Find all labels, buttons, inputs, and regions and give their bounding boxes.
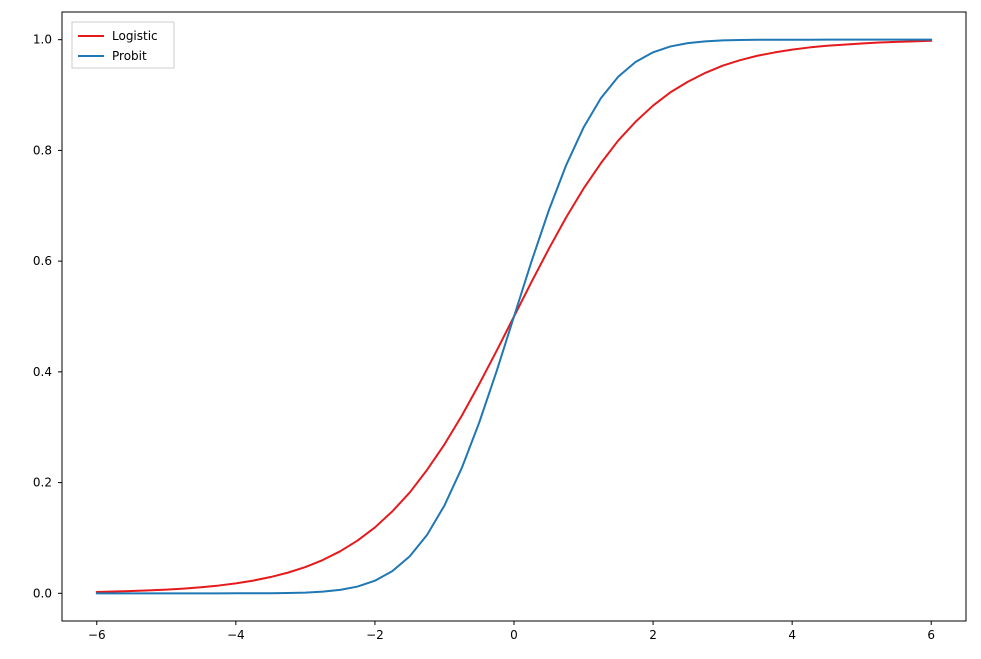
x-tick-label: 4: [788, 628, 796, 642]
y-tick-label: 0.4: [33, 365, 52, 379]
line-chart: −6 −4 −2 0 2 4 6 0.0 0.2 0.4 0.6 0.8 1.0 Logistic Prob…: [0, 0, 981, 659]
x-tick-label: 6: [927, 628, 935, 642]
y-tick-label: 0.8: [33, 143, 52, 157]
legend: Logistic Probit: [72, 22, 174, 68]
x-tick-label: 2: [649, 628, 657, 642]
x-tick-label: −2: [366, 628, 384, 642]
legend-label-logistic: Logistic: [112, 29, 158, 43]
legend-label-probit: Probit: [112, 49, 147, 63]
y-tick-label: 0.2: [33, 476, 52, 490]
chart-container: −6 −4 −2 0 2 4 6 0.0 0.2 0.4 0.6 0.8 1.0 Logistic Prob…: [0, 0, 981, 659]
y-tick-label: 1.0: [33, 33, 52, 47]
y-tick-label: 0.0: [33, 586, 52, 600]
y-tick-label: 0.6: [33, 254, 52, 268]
chart-background: [0, 0, 981, 659]
x-tick-label: −6: [88, 628, 106, 642]
x-tick-label: 0: [510, 628, 518, 642]
x-tick-label: −4: [227, 628, 245, 642]
